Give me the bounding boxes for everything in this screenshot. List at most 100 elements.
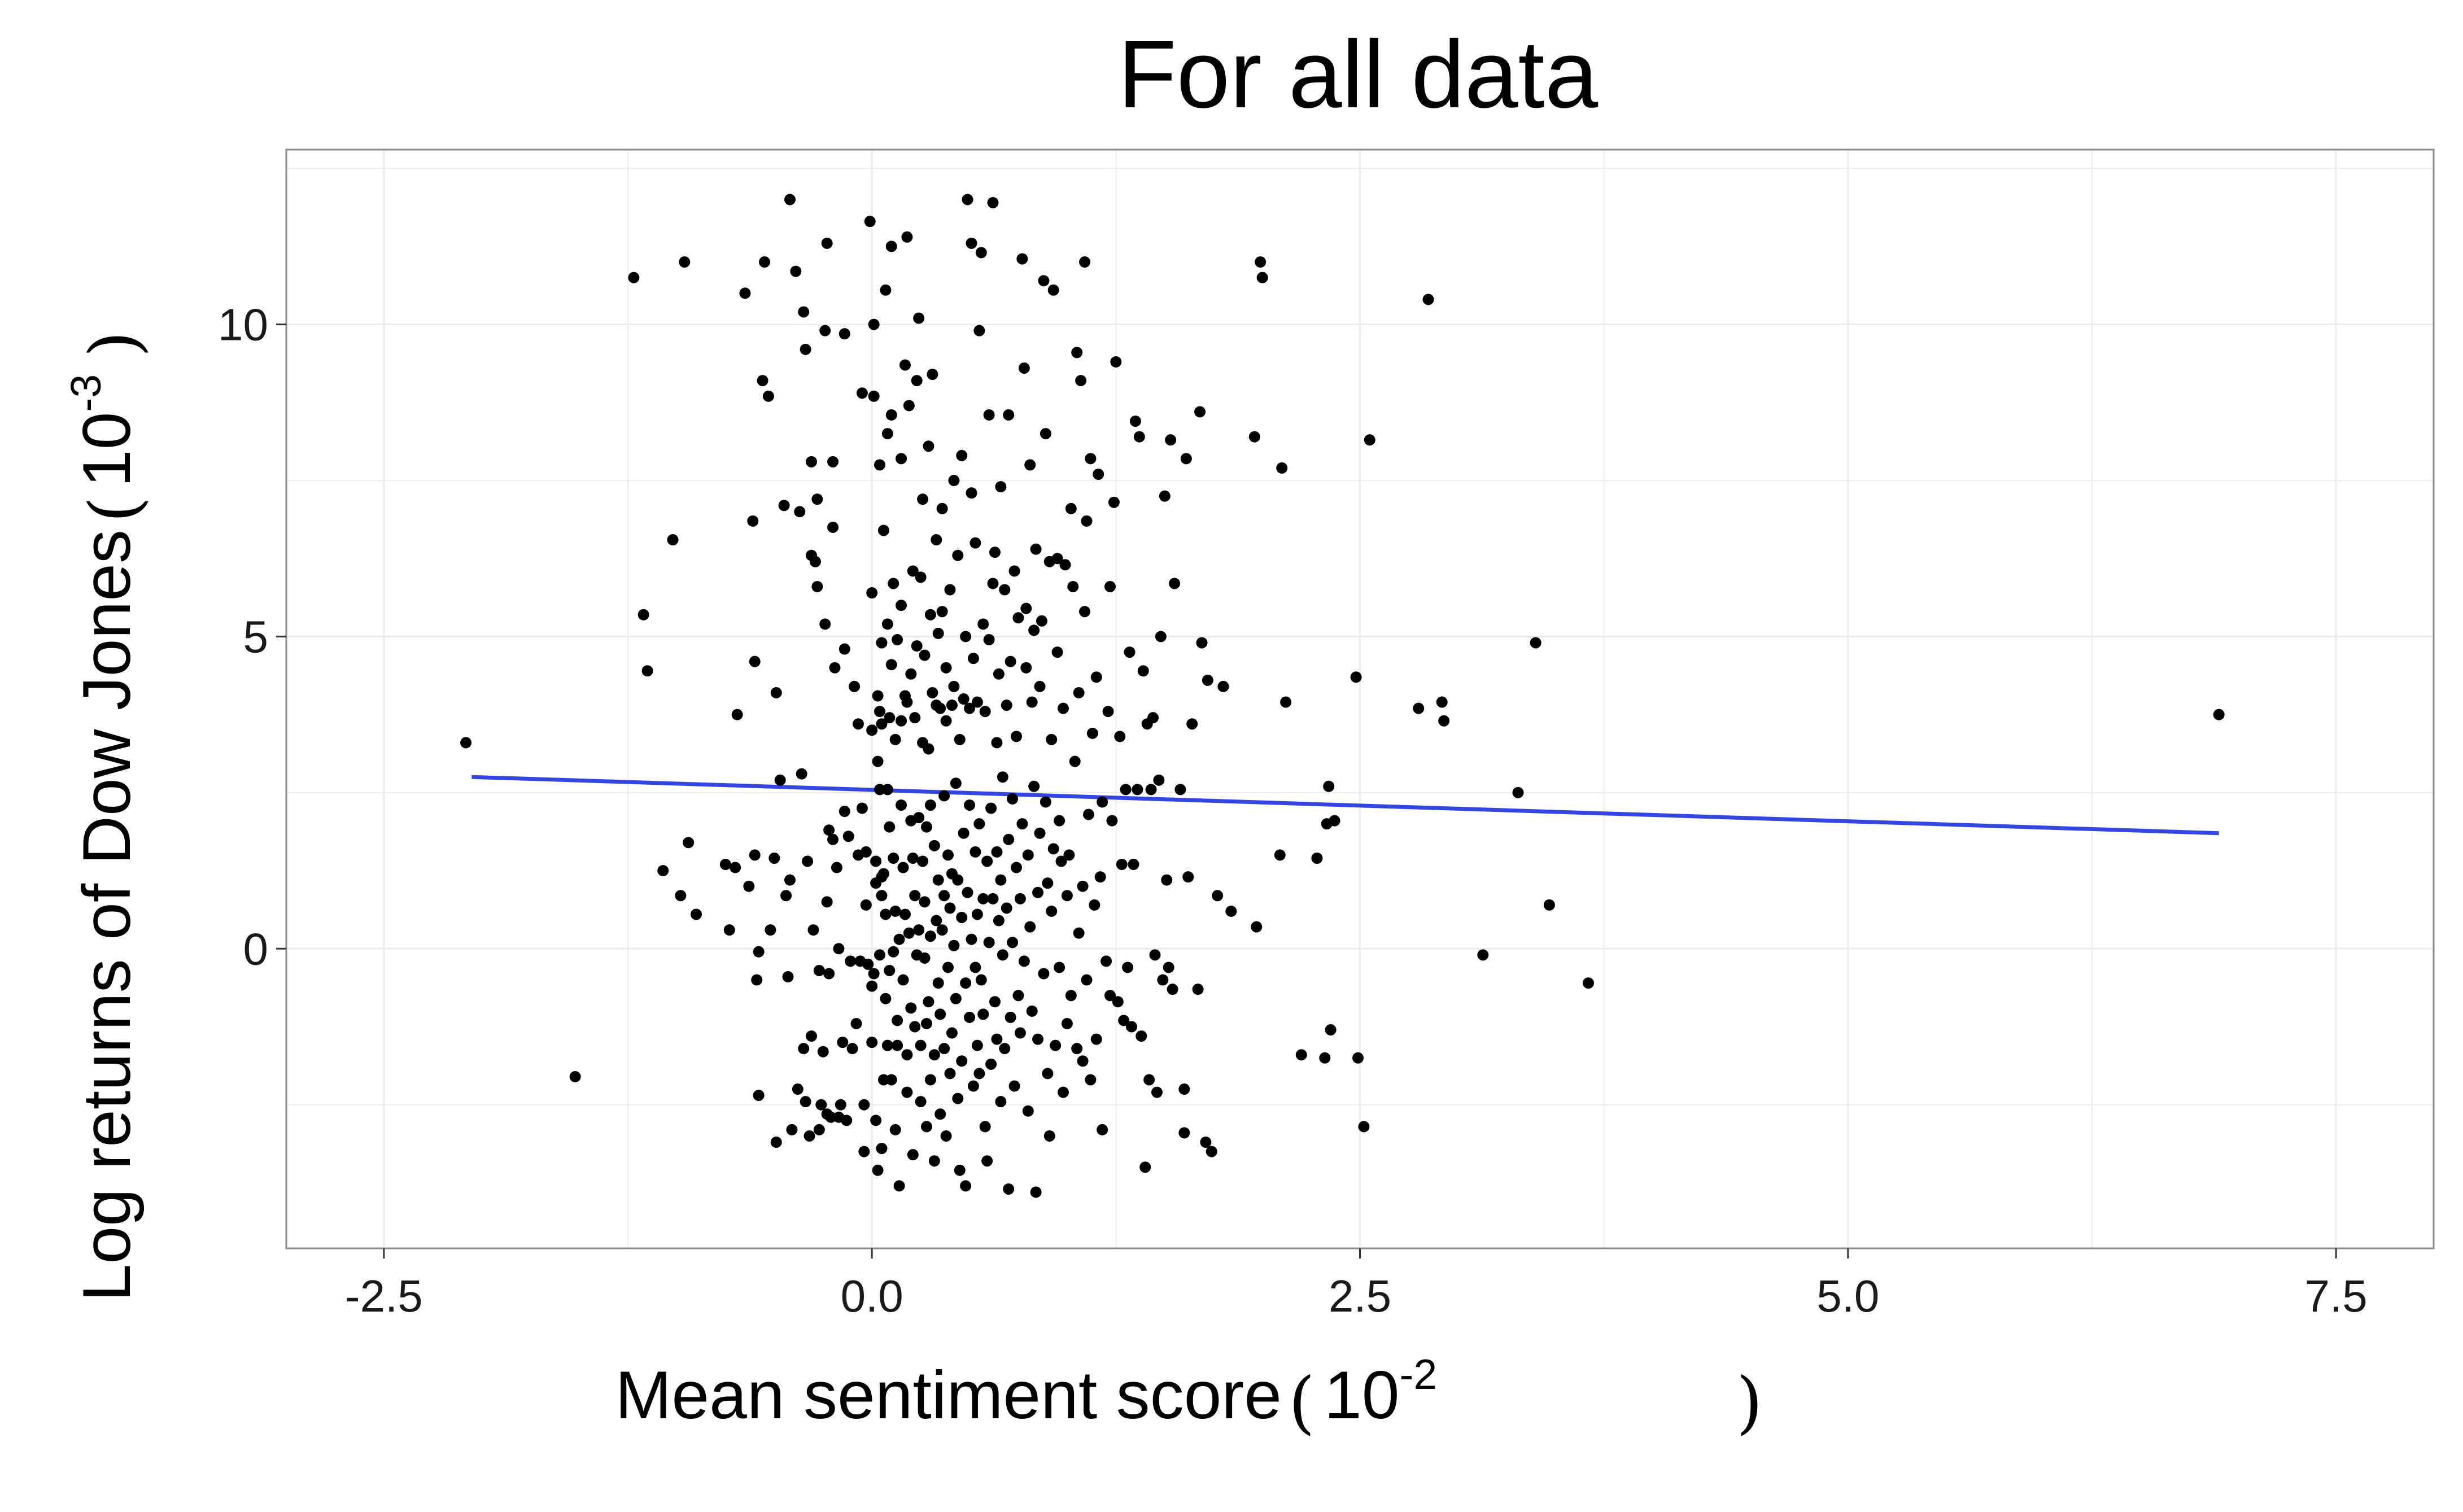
data-point <box>1274 849 1286 861</box>
data-point <box>989 996 1001 1008</box>
data-point <box>954 1164 966 1176</box>
data-point <box>460 737 472 749</box>
data-point <box>1057 1086 1069 1098</box>
data-point <box>823 824 835 836</box>
data-point <box>893 1180 905 1192</box>
data-point <box>1129 415 1141 427</box>
data-point <box>970 846 981 858</box>
data-point <box>1079 256 1091 268</box>
data-point <box>809 556 821 567</box>
data-point <box>971 696 983 708</box>
data-point <box>913 812 925 824</box>
data-point <box>924 799 936 811</box>
data-point <box>862 958 874 970</box>
data-point <box>1081 515 1093 527</box>
data-point <box>1295 1049 1307 1061</box>
data-point <box>1352 1052 1364 1064</box>
data-point <box>1196 637 1208 649</box>
data-point <box>913 924 925 936</box>
data-point <box>790 265 802 277</box>
data-point <box>1133 431 1145 443</box>
data-point <box>1180 453 1192 465</box>
data-point <box>932 627 944 639</box>
data-point <box>960 977 972 989</box>
data-point <box>1323 780 1335 792</box>
data-point <box>683 837 695 849</box>
data-point <box>813 964 825 976</box>
data-point <box>762 390 774 402</box>
data-point <box>839 643 850 655</box>
data-point <box>884 712 896 724</box>
data-point <box>950 993 962 1004</box>
data-point <box>958 693 970 705</box>
x-axis-title: Mean sentiment score ( 10-2 ) <box>615 1351 1762 1442</box>
data-point <box>1090 1033 1102 1045</box>
x-axis-unit-close-paren: ) <box>1736 1364 1763 1442</box>
data-point <box>798 306 810 318</box>
data-point <box>919 896 931 908</box>
data-point <box>811 580 823 592</box>
data-point <box>866 587 878 599</box>
y-axis-unit: 10-3 <box>62 374 145 487</box>
data-point <box>768 852 780 864</box>
data-point <box>1477 949 1489 961</box>
data-point <box>1007 793 1019 805</box>
data-point <box>1108 496 1120 508</box>
data-point <box>889 1124 901 1135</box>
data-point <box>1003 409 1015 421</box>
data-point <box>1038 968 1050 980</box>
data-point <box>892 633 903 645</box>
data-point <box>856 802 868 814</box>
data-point <box>901 696 913 708</box>
data-point <box>1225 905 1237 917</box>
data-point <box>952 874 964 886</box>
data-point <box>977 893 989 904</box>
data-point <box>866 980 878 992</box>
data-point <box>1200 1137 1212 1148</box>
data-point <box>944 1068 956 1080</box>
data-point <box>806 1030 818 1042</box>
regression-line <box>471 775 2219 836</box>
data-point <box>893 933 905 945</box>
data-point <box>850 1017 862 1029</box>
data-point <box>977 1008 989 1020</box>
data-point <box>903 927 915 939</box>
data-point <box>877 525 889 536</box>
data-point <box>679 256 691 268</box>
data-point <box>940 662 952 674</box>
data-point <box>691 908 702 920</box>
data-point <box>1106 815 1118 827</box>
data-point <box>991 737 1003 749</box>
data-point <box>1089 899 1101 911</box>
y-axis-unit-base: 10 <box>69 412 145 487</box>
data-point <box>829 662 841 674</box>
data-point <box>1071 1043 1083 1055</box>
data-point <box>1036 615 1047 627</box>
data-point <box>1008 565 1020 577</box>
data-point <box>993 915 1005 927</box>
data-point <box>807 924 819 936</box>
x-axis-unit-exponent: -2 <box>1399 1351 1437 1398</box>
data-point <box>827 521 839 533</box>
data-point <box>944 584 956 596</box>
data-point <box>846 1043 858 1055</box>
data-point <box>1024 921 1036 933</box>
data-point <box>839 806 850 818</box>
data-point <box>1143 1074 1155 1086</box>
data-point <box>920 1121 932 1133</box>
data-point <box>907 565 919 577</box>
data-point <box>1128 859 1139 871</box>
data-point <box>825 1111 837 1123</box>
data-point <box>874 784 886 796</box>
x-axis-unit-open-paren: ( <box>1289 1364 1315 1442</box>
data-point <box>1194 406 1206 418</box>
data-point <box>942 962 954 973</box>
data-point <box>1047 843 1059 855</box>
data-point <box>628 272 640 283</box>
data-point <box>770 1137 782 1148</box>
data-point <box>800 1096 811 1108</box>
data-point <box>884 821 896 833</box>
data-point <box>877 1074 889 1086</box>
data-point <box>896 453 907 465</box>
data-point <box>833 943 845 955</box>
